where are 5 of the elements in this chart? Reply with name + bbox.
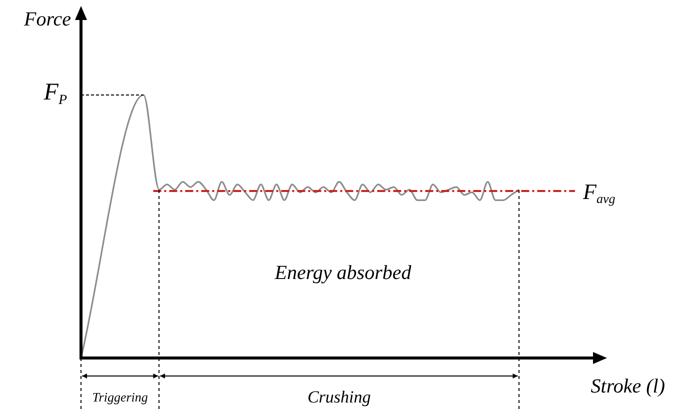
- y-axis-title: Force: [22, 8, 72, 30]
- text: Crushing: [307, 387, 371, 406]
- annotation: Energy absorbed: [274, 262, 412, 284]
- text: Triggering: [92, 389, 148, 404]
- x-axis-title: Stroke (l): [590, 375, 666, 398]
